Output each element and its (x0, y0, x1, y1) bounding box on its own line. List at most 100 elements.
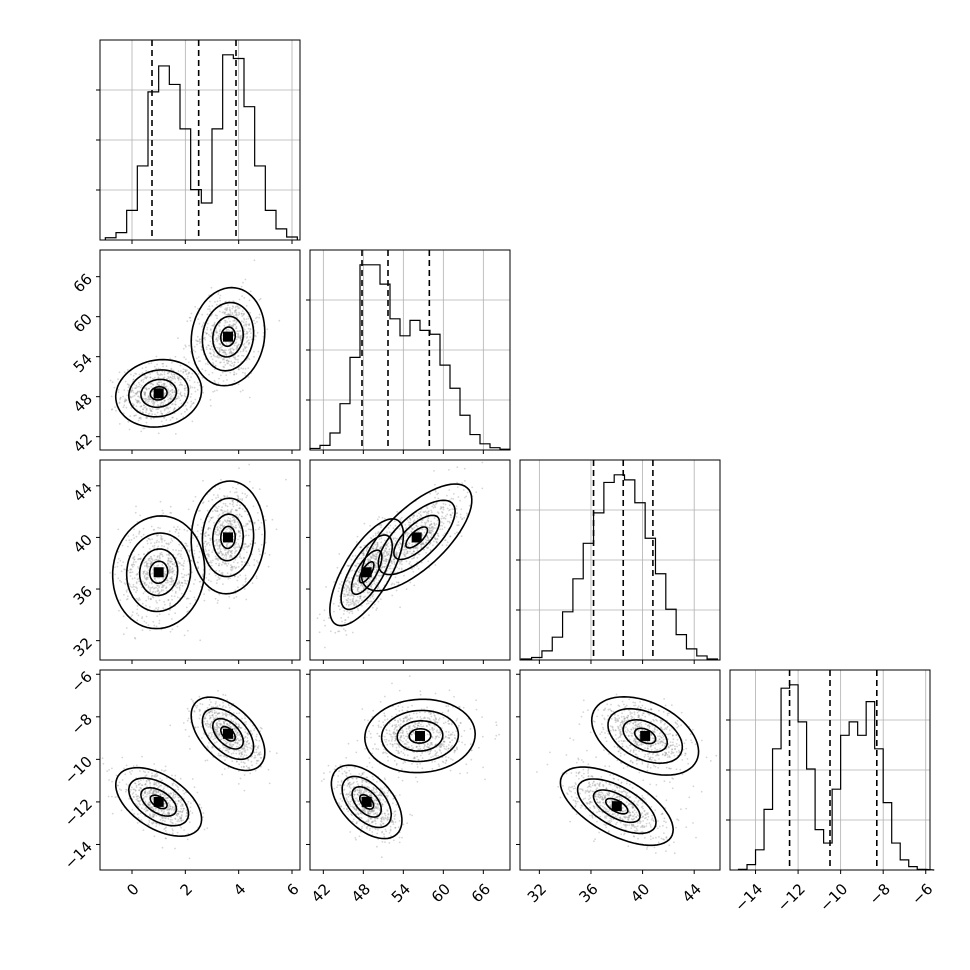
sample-point (161, 793, 164, 796)
sample-point (370, 557, 373, 559)
sample-point (215, 722, 218, 725)
sample-point (248, 463, 251, 466)
sample-point (189, 590, 192, 592)
sample-point (250, 338, 253, 341)
sample-point (237, 749, 240, 752)
sample-point (169, 807, 172, 810)
sample-point (149, 562, 152, 565)
sample-point (199, 360, 202, 362)
sample-point (239, 337, 242, 340)
sample-point (248, 767, 251, 770)
sample-point (237, 483, 239, 486)
sample-point (285, 478, 287, 481)
sample-point (125, 783, 128, 786)
sample-point (241, 747, 244, 749)
sample-point (241, 389, 244, 392)
sample-point (232, 505, 235, 508)
sample-point (173, 797, 175, 800)
sample-point (182, 576, 185, 579)
sample-point (242, 584, 245, 586)
sample-point (187, 560, 190, 563)
sample-point (198, 695, 201, 698)
sample-point (133, 588, 135, 591)
sample-point (220, 305, 223, 308)
sample-point (258, 526, 261, 529)
sample-point (348, 577, 350, 579)
sample-point (141, 803, 144, 806)
sample-point (349, 581, 352, 583)
sample-point (177, 810, 180, 812)
sample-point (143, 570, 146, 572)
sample-point (173, 806, 176, 808)
sample-point (156, 822, 158, 825)
sample-point (244, 735, 247, 738)
sample-point (363, 522, 366, 525)
sample-point (140, 379, 143, 381)
sample-point (135, 795, 138, 798)
sample-point (236, 561, 239, 564)
sample-point (196, 335, 199, 338)
sample-point (167, 375, 170, 378)
sample-point (214, 555, 217, 558)
sample-point (124, 773, 127, 776)
sample-point (232, 300, 235, 302)
sample-point (387, 542, 390, 544)
sample-point (169, 383, 172, 385)
sample-point (187, 361, 190, 364)
sample-point (183, 579, 186, 582)
sample-point (147, 569, 150, 572)
sample-point (338, 587, 340, 590)
sample-point (190, 376, 193, 379)
sample-point (238, 507, 241, 510)
sample-point (246, 748, 249, 751)
sample-point (387, 553, 390, 555)
density-contour (140, 786, 178, 817)
sample-point (245, 346, 248, 349)
sample-point (151, 413, 154, 415)
sample-point (166, 542, 169, 545)
sample-point (248, 396, 251, 399)
sample-point (201, 324, 204, 327)
sample-point (225, 349, 227, 352)
panel-content (316, 461, 484, 649)
sample-point (185, 387, 188, 389)
sample-point (239, 350, 242, 353)
sample-point (191, 386, 194, 389)
sample-point (169, 376, 172, 379)
sample-point (337, 590, 340, 593)
sample-point (389, 564, 392, 567)
sample-point (243, 721, 246, 724)
sample-point (354, 554, 357, 557)
sample-point (236, 546, 239, 548)
sample-point (249, 328, 252, 331)
sample-point (178, 552, 180, 555)
sample-point (186, 320, 189, 323)
sample-point (213, 321, 216, 324)
sample-point (137, 419, 140, 422)
sample-point (132, 556, 135, 559)
sample-point (143, 427, 146, 430)
sample-point (144, 374, 146, 377)
sample-point (205, 577, 208, 579)
sample-point (229, 723, 232, 725)
sample-point (145, 615, 148, 618)
sample-point (138, 400, 140, 402)
sample-point (184, 404, 187, 407)
sample-point (348, 580, 350, 583)
sample-point (345, 603, 348, 606)
sample-point (218, 552, 221, 555)
sample-point (222, 365, 225, 368)
sample-point (148, 779, 151, 782)
sample-point (215, 722, 218, 725)
sample-point (166, 813, 169, 816)
sample-point (114, 796, 117, 799)
sample-point (120, 789, 123, 792)
sample-point (235, 596, 238, 598)
sample-point (235, 718, 238, 720)
sample-point (225, 328, 228, 331)
sample-point (202, 322, 205, 324)
sample-point (241, 310, 244, 312)
sample-point (178, 816, 181, 818)
sample-point (239, 727, 242, 730)
sample-point (455, 512, 458, 515)
